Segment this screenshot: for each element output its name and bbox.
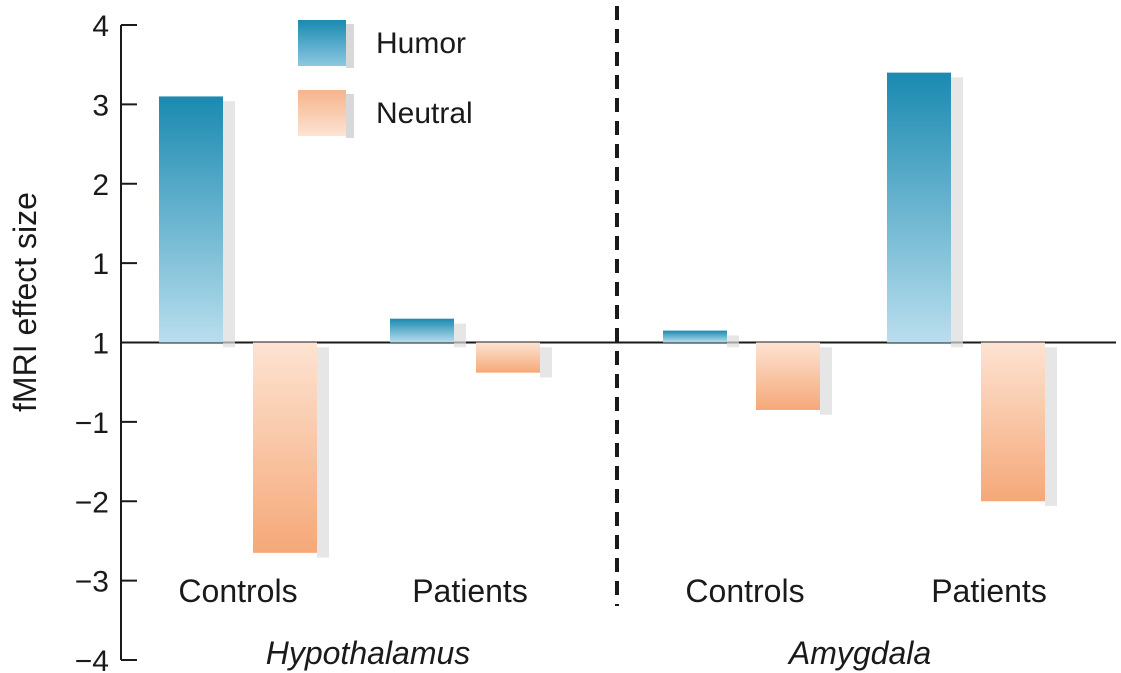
bar-shadow bbox=[540, 347, 552, 378]
neutral-bar bbox=[756, 342, 820, 410]
humor-bar bbox=[887, 72, 951, 343]
legend-swatch-shadow bbox=[346, 94, 354, 138]
neutral-bar bbox=[981, 342, 1045, 502]
y-tick-label: −4 bbox=[75, 645, 109, 673]
group-label: Amygdala bbox=[787, 635, 931, 671]
y-axis: −4 −3 −2 −1 1 1 2 3 4 bbox=[75, 10, 137, 673]
y-tick-label: 4 bbox=[92, 10, 109, 43]
bar-shadow bbox=[727, 335, 739, 348]
bar-shadow bbox=[820, 347, 832, 415]
bar-shadow bbox=[223, 101, 235, 348]
bars bbox=[159, 72, 1057, 558]
neutral-bar bbox=[253, 342, 317, 553]
y-axis-title: fMRI effect size bbox=[7, 192, 43, 412]
bar-shadow bbox=[454, 323, 466, 348]
humor-bar bbox=[390, 318, 454, 343]
category-label: Controls bbox=[178, 573, 297, 609]
y-tick-label: −3 bbox=[75, 566, 109, 599]
legend-label: Neutral bbox=[376, 97, 473, 130]
y-tick-label: −2 bbox=[75, 486, 109, 519]
legend-swatch-shadow bbox=[346, 24, 354, 68]
humor-bar bbox=[159, 96, 223, 343]
bar-shadow bbox=[951, 77, 963, 348]
group-label: Hypothalamus bbox=[266, 635, 471, 671]
legend-label: Humor bbox=[376, 27, 466, 60]
y-tick-label: 2 bbox=[92, 169, 109, 202]
y-tick-label: −1 bbox=[75, 407, 109, 440]
bar-shadow bbox=[1045, 347, 1057, 507]
y-tick-label: 1 bbox=[92, 248, 109, 281]
neutral-bar bbox=[476, 342, 540, 373]
humor-bar bbox=[663, 330, 727, 343]
category-label: Patients bbox=[412, 573, 528, 609]
legend-swatch-humor bbox=[298, 20, 346, 66]
y-tick-label: 1 bbox=[92, 328, 109, 361]
category-labels: Controls Patients Controls Patients bbox=[178, 573, 1046, 609]
group-labels: Hypothalamus Amygdala bbox=[266, 635, 931, 671]
category-label: Controls bbox=[685, 573, 804, 609]
category-label: Patients bbox=[931, 573, 1047, 609]
bar-shadow bbox=[317, 347, 329, 558]
legend-swatch-neutral bbox=[298, 90, 346, 136]
y-tick-label: 3 bbox=[92, 89, 109, 122]
legend: Humor Neutral bbox=[298, 20, 473, 138]
